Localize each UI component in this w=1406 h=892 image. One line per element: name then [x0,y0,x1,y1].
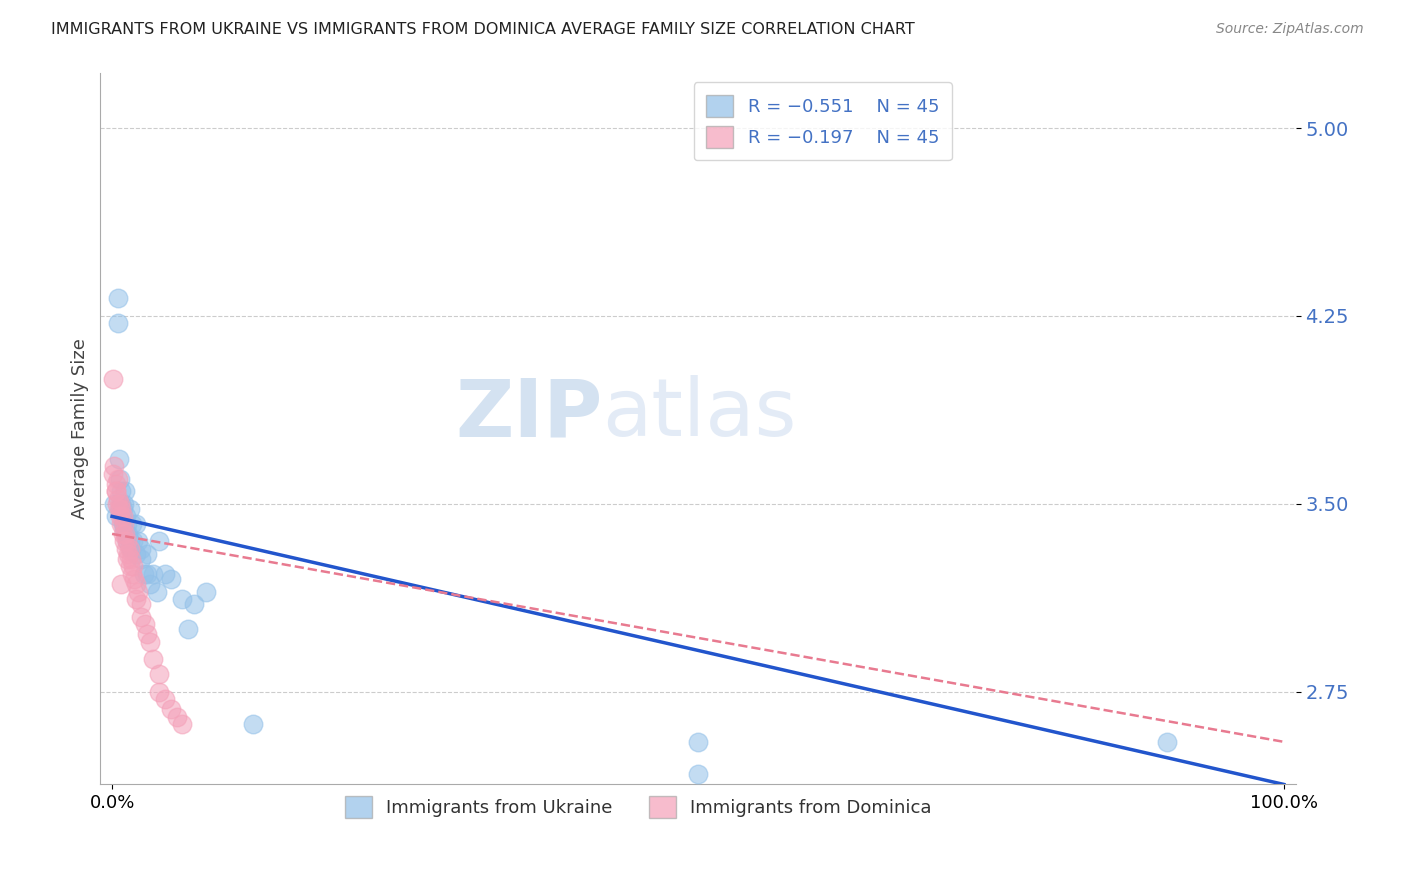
Point [138,577,160,591]
Point [142,652,165,666]
Point [159,702,181,716]
Point [107,292,129,306]
Legend: Immigrants from Ukraine, Immigrants from Dominica: Immigrants from Ukraine, Immigrants from… [337,789,939,825]
Point [127,584,149,599]
Point [110,501,132,516]
Text: ZIP: ZIP [456,376,602,453]
Point [153,692,176,706]
Point [120,541,142,556]
Point [136,547,159,561]
Point [115,527,138,541]
Point [148,684,170,698]
Point [103,497,125,511]
Point [112,534,135,549]
Point [104,476,127,491]
Point [131,541,153,556]
Point [117,527,139,541]
Point [110,577,132,591]
Point [110,472,132,486]
Point [138,634,160,648]
Point [118,534,141,549]
Point [142,566,165,581]
Point [131,609,153,624]
Point [1156,735,1178,749]
Point [148,534,170,549]
Point [117,516,139,531]
Point [124,577,146,591]
Point [134,617,156,632]
Point [120,552,142,566]
Text: atlas: atlas [602,376,797,453]
Point [115,509,138,524]
Point [124,547,146,561]
Point [127,534,149,549]
Point [121,516,143,531]
Point [172,592,194,607]
Point [110,484,132,499]
Point [103,459,125,474]
Point [105,497,128,511]
Point [111,516,134,531]
Point [124,516,146,531]
Point [111,527,134,541]
Point [177,622,200,636]
Point [153,566,176,581]
Text: IMMIGRANTS FROM UKRAINE VS IMMIGRANTS FROM DOMINICA AVERAGE FAMILY SIZE CORRELAT: IMMIGRANTS FROM UKRAINE VS IMMIGRANTS FR… [51,22,914,37]
Point [103,467,125,481]
Point [114,527,136,541]
Point [686,767,709,781]
Point [107,491,129,506]
Point [114,484,136,499]
Point [104,509,127,524]
Point [117,534,139,549]
Point [117,534,139,549]
Point [117,547,139,561]
Point [166,710,188,724]
Point [117,552,139,566]
Point [115,541,138,556]
Point [110,497,132,511]
Point [112,522,135,536]
Point [107,317,129,331]
Point [107,472,129,486]
Point [242,717,264,731]
Point [110,509,132,524]
Point [103,371,125,385]
Point [148,667,170,681]
Point [112,497,135,511]
Point [124,592,146,607]
Point [122,534,145,549]
Point [145,584,167,599]
Point [131,597,153,611]
Point [118,541,141,556]
Point [108,501,131,516]
Point [118,559,141,574]
Point [121,566,143,581]
Point [110,497,132,511]
Point [112,516,135,531]
Text: Source: ZipAtlas.com: Source: ZipAtlas.com [1216,22,1364,37]
Point [111,501,134,516]
Point [132,566,155,581]
Point [104,484,127,499]
Point [159,572,181,586]
Point [104,484,127,499]
Point [183,597,205,611]
Point [172,717,194,731]
Y-axis label: Average Family Size: Average Family Size [72,338,89,519]
Point [118,501,141,516]
Point [124,572,146,586]
Point [110,516,132,531]
Point [111,509,134,524]
Point [194,584,217,599]
Point [136,566,159,581]
Point [136,627,159,641]
Point [686,735,709,749]
Point [131,552,153,566]
Point [122,559,145,574]
Point [108,451,131,466]
